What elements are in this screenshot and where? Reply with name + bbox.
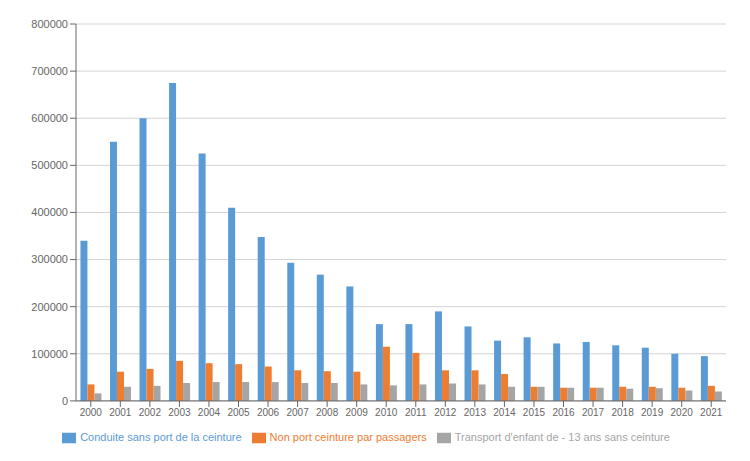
svg-text:2008: 2008 [316,407,339,418]
svg-text:2020: 2020 [671,407,694,418]
svg-text:600000: 600000 [31,112,68,124]
svg-text:2011: 2011 [405,407,427,418]
svg-text:400000: 400000 [31,206,68,218]
svg-text:2021: 2021 [700,407,723,418]
svg-text:700000: 700000 [31,65,68,77]
svg-text:2010: 2010 [375,407,398,418]
svg-text:500000: 500000 [31,159,68,171]
svg-text:800000: 800000 [31,18,68,30]
svg-text:2017: 2017 [582,407,605,418]
svg-text:300000: 300000 [31,253,68,265]
svg-text:2009: 2009 [346,407,369,418]
svg-text:2016: 2016 [552,407,575,418]
svg-text:2004: 2004 [198,407,221,418]
svg-text:2005: 2005 [227,407,250,418]
html-text:Conduite sans port de la ceint: Conduite sans port de la ceinture [80,430,242,443]
svg-text:2014: 2014 [493,407,516,418]
svg-text:0: 0 [62,395,68,407]
svg-text:200000: 200000 [31,301,68,313]
svg-text:2019: 2019 [641,407,664,418]
svg-text:2015: 2015 [523,407,546,418]
html-text:Transport d'enfant de - 13 ans: Transport d'enfant de - 13 ans sans cein… [454,430,670,443]
html-text:Non port ceinture par passager: Non port ceinture par passagers [269,430,427,443]
svg-text:2018: 2018 [611,407,634,418]
svg-text:2013: 2013 [464,407,487,418]
svg-text:2000: 2000 [80,407,103,418]
svg-text:2012: 2012 [434,407,457,418]
svg-text:2007: 2007 [286,407,309,418]
svg-text:100000: 100000 [31,348,68,360]
svg-text:2002: 2002 [139,407,162,418]
svg-text:2001: 2001 [109,407,132,418]
svg-text:2006: 2006 [257,407,280,418]
svg-text:2003: 2003 [168,407,191,418]
